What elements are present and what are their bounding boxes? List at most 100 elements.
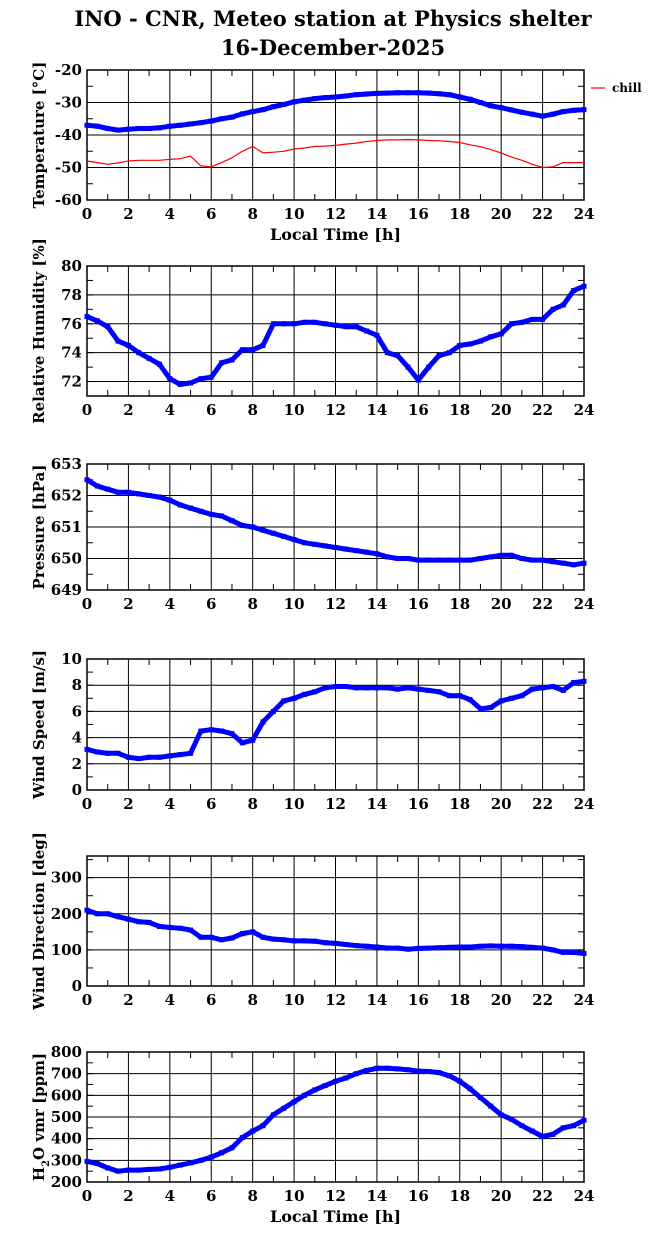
y-axis-label: Pressure [hPa] xyxy=(30,465,48,590)
data-point xyxy=(146,493,152,498)
data-point xyxy=(519,944,525,950)
data-point xyxy=(208,118,214,124)
data-point xyxy=(353,92,359,98)
x-tick-label: 0 xyxy=(82,205,92,223)
plot-frame xyxy=(86,658,585,791)
data-point xyxy=(343,684,349,690)
data-point xyxy=(353,685,359,691)
data-point xyxy=(219,728,225,734)
data-point xyxy=(136,126,142,131)
y-tick-label: 649 xyxy=(51,581,82,599)
data-point xyxy=(353,943,359,949)
y-tick-label: 800 xyxy=(51,1043,82,1061)
data-point xyxy=(498,943,504,949)
y-tick-label: 2 xyxy=(72,755,82,773)
data-point xyxy=(550,559,556,565)
data-point xyxy=(446,350,452,356)
data-point xyxy=(84,907,90,913)
data-point xyxy=(571,562,577,568)
data-point xyxy=(229,1145,235,1151)
data-point xyxy=(177,752,183,758)
x-tick-label: 10 xyxy=(284,595,305,613)
x-tick-label: 12 xyxy=(325,595,346,613)
data-point xyxy=(550,684,556,690)
data-point xyxy=(260,934,266,940)
data-point xyxy=(198,376,204,382)
data-point xyxy=(529,1128,535,1134)
data-point xyxy=(405,556,411,561)
x-tick-label: 2 xyxy=(123,595,133,613)
x-tick-label: 20 xyxy=(491,401,512,419)
data-point xyxy=(281,101,287,107)
x-tick-label: 16 xyxy=(408,595,429,613)
data-point xyxy=(312,689,318,695)
data-point xyxy=(125,489,131,495)
data-point xyxy=(291,99,297,105)
data-point xyxy=(167,753,173,759)
data-point xyxy=(270,936,276,942)
data-point xyxy=(312,541,318,547)
data-point xyxy=(540,557,546,563)
data-point xyxy=(446,693,452,699)
data-point xyxy=(364,1067,370,1073)
y-tick-label: -30 xyxy=(55,94,82,112)
data-point xyxy=(415,90,421,96)
data-point xyxy=(467,697,473,703)
data-point xyxy=(405,90,411,96)
data-point xyxy=(405,946,411,952)
x-tick-label: 18 xyxy=(449,205,470,223)
data-point xyxy=(519,693,525,699)
x-tick-label: 24 xyxy=(574,595,595,613)
plot-frame xyxy=(86,1051,585,1183)
data-point xyxy=(219,116,225,122)
x-tick-label: 20 xyxy=(491,991,512,1009)
data-point xyxy=(208,727,214,733)
data-point xyxy=(105,324,111,330)
data-point xyxy=(322,1083,328,1089)
data-point xyxy=(384,945,390,951)
data-point xyxy=(177,925,183,931)
x-tick-label: 12 xyxy=(325,401,346,419)
data-point xyxy=(488,704,494,710)
x-tick-label: 10 xyxy=(284,795,305,813)
data-point xyxy=(250,109,256,115)
data-point xyxy=(529,944,535,950)
data-point xyxy=(239,1135,245,1141)
x-tick-label: 24 xyxy=(574,401,595,419)
data-point xyxy=(467,341,473,347)
data-point xyxy=(270,1112,276,1118)
data-point xyxy=(457,557,463,563)
y-tick-label: 10 xyxy=(61,650,82,668)
data-point xyxy=(84,122,90,128)
y-tick-label: 600 xyxy=(51,1086,82,1104)
data-point xyxy=(219,1150,225,1156)
data-point xyxy=(156,923,162,929)
y-tick-label: 651 xyxy=(51,518,82,536)
data-point xyxy=(488,1103,494,1109)
data-point xyxy=(488,943,494,949)
y-tick-label: -20 xyxy=(55,61,82,79)
data-point xyxy=(353,324,359,330)
x-tick-label: 2 xyxy=(123,1187,133,1205)
data-point xyxy=(198,934,204,940)
data-point xyxy=(270,321,276,327)
data-point xyxy=(436,945,442,951)
x-tick-label: 4 xyxy=(165,795,175,813)
y-tick-label: 0 xyxy=(72,781,82,799)
data-point xyxy=(581,560,587,566)
data-point xyxy=(291,537,297,543)
y-tick-label: 72 xyxy=(61,373,82,391)
data-point xyxy=(208,1154,214,1160)
x-tick-label: 0 xyxy=(82,991,92,1009)
data-point xyxy=(208,511,214,517)
data-point xyxy=(322,543,328,549)
data-point xyxy=(571,107,577,113)
data-point xyxy=(115,750,121,756)
series-pressure-points xyxy=(84,477,587,568)
data-point xyxy=(343,324,349,330)
x-tick-label: 14 xyxy=(366,795,387,813)
data-point xyxy=(281,698,287,704)
x-tick-label: 10 xyxy=(284,205,305,223)
data-point xyxy=(364,91,370,97)
data-point xyxy=(477,706,483,712)
